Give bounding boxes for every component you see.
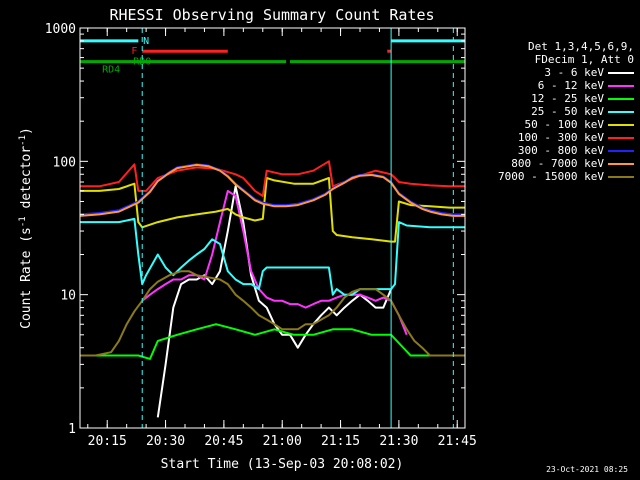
x-tick-label: 21:30 — [379, 434, 418, 449]
legend-item-label: 3 - 6 keV — [544, 66, 604, 79]
status-bar-label: RD0 — [133, 57, 151, 68]
x-tick-label: 20:15 — [88, 434, 127, 449]
legend-swatch — [608, 111, 634, 113]
y-axis-label: Count Rate (s-1 detector-1) — [18, 127, 34, 329]
legend-item-label: 50 - 100 keV — [524, 118, 604, 131]
series-line-8 — [80, 270, 465, 357]
legend-item: 300 - 800 keV — [454, 144, 634, 157]
legend-item: 12 - 25 keV — [454, 92, 634, 105]
legend-swatch — [608, 137, 634, 139]
legend-item-label: 12 - 25 keV — [531, 92, 604, 105]
legend-item-label: 800 - 7000 keV — [511, 157, 604, 170]
plot-frame — [79, 27, 466, 429]
y-tick-label: 1 — [68, 422, 76, 437]
legend-item: 100 - 300 keV — [454, 131, 634, 144]
legend-header-line-1: Det 1,3,4,5,6,9, — [528, 40, 634, 53]
series-line-1 — [141, 189, 408, 336]
x-tick-label: 20:30 — [146, 434, 185, 449]
series-line-0 — [156, 185, 393, 418]
legend-item: 25 - 50 keV — [454, 105, 634, 118]
chart-title: RHESSI Observing Summary Count Rates — [109, 6, 434, 24]
status-bar-label: F — [131, 46, 137, 57]
x-axis-label: Start Time (13-Sep-03 20:08:02) — [161, 457, 404, 472]
legend-swatch — [608, 163, 634, 165]
legend-item-label: 25 - 50 keV — [531, 105, 604, 118]
y-tick-label: 10 — [60, 289, 76, 304]
series-line-2 — [80, 323, 465, 360]
y-tick-label: 100 — [53, 155, 76, 170]
legend-item-label: 7000 - 15000 keV — [498, 170, 604, 183]
legend-item: 800 - 7000 keV — [454, 157, 634, 170]
series-line-7 — [79, 163, 465, 217]
legend-item-label: 300 - 800 keV — [517, 144, 604, 157]
legend-item: 3 - 6 keV — [454, 66, 634, 79]
legend-swatch — [608, 72, 634, 74]
legend-swatch — [608, 150, 634, 152]
y-tick-label: 1000 — [45, 22, 76, 37]
x-tick-label: 21:15 — [321, 434, 360, 449]
x-tick-label: 21:45 — [438, 434, 477, 449]
legend-swatch — [608, 176, 634, 178]
status-bar-label: N — [143, 36, 149, 47]
legend-item: 50 - 100 keV — [454, 118, 634, 131]
legend-item-label: 100 - 300 keV — [517, 131, 604, 144]
legend-swatch — [608, 85, 634, 87]
series-line-5 — [80, 160, 465, 197]
legend-swatch — [608, 98, 634, 100]
series-line-3 — [80, 217, 465, 296]
timestamp: 23-Oct-2021 08:25 — [546, 465, 628, 474]
legend-header-line-2: FDecim 1, Att 0 — [534, 53, 634, 66]
x-tick-label: 21:00 — [263, 434, 302, 449]
legend-item: 6 - 12 keV — [454, 79, 634, 92]
legend-swatch — [608, 124, 634, 126]
legend: Det 1,3,4,5,6,9, FDecim 1, Att 0 3 - 6 k… — [454, 40, 634, 183]
status-bar-label: RD4 — [102, 64, 120, 75]
legend-item-label: 6 - 12 keV — [537, 79, 604, 92]
x-tick-label: 20:45 — [204, 434, 243, 449]
legend-item: 7000 - 15000 keV — [454, 170, 634, 183]
